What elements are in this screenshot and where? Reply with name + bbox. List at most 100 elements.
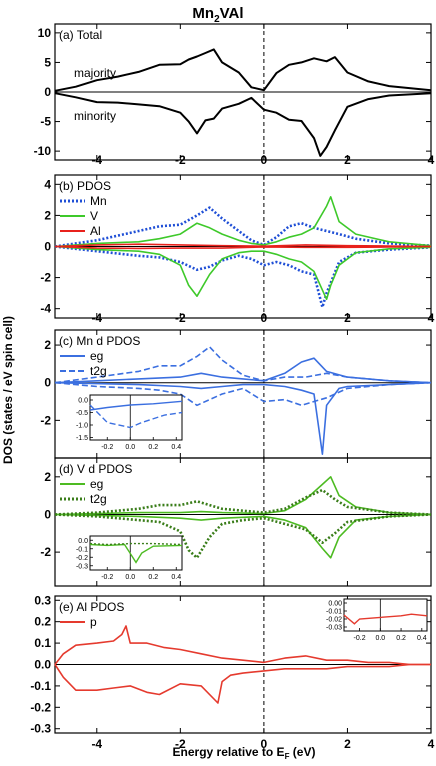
series-line-mn-down	[54, 245, 432, 309]
y-tick-label: -2	[40, 413, 51, 427]
y-axis-label: DOS (states / eV spin cell)	[1, 316, 15, 464]
panel-label: (c) Mn d PDOS	[59, 334, 140, 348]
inset-2: -0.2 0.0 0.2 0.4 0.0 -0.5 -1.0 -1.5	[76, 394, 183, 451]
inset-x-tick-label: 0.2	[396, 635, 406, 642]
y-tick-label: 0	[44, 240, 51, 254]
series-line-v-up	[54, 196, 432, 248]
y-tick-label: -5	[40, 115, 51, 129]
legend-label-mn: Mn	[90, 194, 107, 208]
x-tick-label: 2	[344, 153, 351, 167]
annotation-majority: majority	[74, 66, 116, 80]
x-axis-label-sub: F	[285, 752, 290, 761]
inset-frame	[89, 394, 183, 441]
figure-title-main: Mn	[192, 5, 214, 22]
inset-x-tick-label: 0.0	[375, 635, 385, 642]
series-line-al-up	[54, 243, 432, 248]
y-tick-label: -2	[40, 271, 51, 285]
series-line-t2g-down	[54, 381, 432, 407]
series-line-eg-up	[54, 475, 432, 516]
inset-x-tick-label: -0.2	[101, 444, 113, 451]
series-line-p-down	[54, 663, 431, 704]
panels: -4 -2 0 2 4 10 5 0 -5 -10 (a) Total majority minorit…	[30, 23, 435, 751]
inset-series-p	[343, 613, 428, 625]
x-tick-label: 4	[428, 737, 435, 751]
inset-y-tick-label: -0.03	[326, 625, 342, 632]
legend-label-p: p	[90, 615, 97, 629]
x-tick-label: -2	[175, 311, 186, 325]
inset-y-tick-label: -0.1	[76, 546, 88, 553]
x-tick-label: 0	[261, 311, 268, 325]
y-tick-label: 5	[44, 55, 51, 69]
inset-y-tick-label: 0.0	[78, 398, 88, 405]
inset-x-tick-label: 0.2	[148, 444, 158, 451]
x-tick-label: -2	[175, 737, 186, 751]
y-tick-label: 0	[44, 376, 51, 390]
y-tick-label: 2	[44, 470, 51, 484]
series-line-t2g-down	[54, 513, 432, 560]
x-tick-label: 4	[428, 311, 435, 325]
x-axis-label: Energy relative to EF (eV)	[173, 745, 316, 761]
x-axis-label-main: Energy relative to E	[173, 745, 285, 759]
figure-title-sub: 2	[214, 14, 220, 25]
y-tick-label: 2	[44, 338, 51, 352]
inset-series-eg	[89, 543, 183, 564]
panel-label: (e) Al PDOS	[59, 600, 124, 614]
inset-x-tick-label: -0.2	[354, 635, 366, 642]
series-line-eg-up	[54, 357, 432, 384]
series-line-p-up	[54, 625, 431, 666]
figure-title-rest: VAl	[220, 5, 244, 22]
y-tick-label: -10	[34, 144, 52, 158]
x-tick-label: -2	[175, 153, 186, 167]
y-tick-label: 0.2	[34, 615, 51, 629]
x-tick-label: 0	[261, 737, 268, 751]
inset-y-tick-label: 0.0	[78, 538, 88, 545]
series-line-total-down	[54, 92, 432, 157]
inset-x-tick-label: -0.2	[101, 574, 113, 581]
series-line-t2g-up	[54, 346, 432, 384]
y-tick-label: 0.3	[34, 593, 51, 607]
y-tick-label: 0	[44, 507, 51, 521]
x-tick-label: 2	[344, 737, 351, 751]
series-line-al-down	[54, 245, 432, 250]
y-tick-label: -0.3	[30, 722, 51, 736]
panel-label: (d) V d PDOS	[59, 462, 132, 476]
series-line-v-down	[54, 245, 432, 301]
inset-4: -0.2 0.0 0.2 0.4 0.00-0.01-0.02-0.03	[326, 598, 428, 642]
x-tick-label: 2	[344, 311, 351, 325]
x-tick-label: 0	[261, 153, 268, 167]
inset-3: -0.2 0.0 0.2 0.40.0-0.1-0.2-0.3	[76, 535, 183, 581]
panel-label: (a) Total	[59, 28, 102, 42]
panel-0: -4 -2 0 2 4 10 5 0 -5 -10 (a) Total majority minorit…	[34, 23, 435, 167]
panel-label: (b) PDOS	[59, 179, 111, 193]
y-tick-label: 0.1	[34, 636, 51, 650]
annotation-minority: minority	[74, 109, 116, 123]
inset-y-tick-label: -0.3	[76, 563, 88, 570]
series-line-t2g-up	[54, 488, 432, 516]
figure-title: Mn2VAl	[192, 5, 243, 25]
inset-y-tick-label: -1.0	[76, 423, 88, 430]
y-tick-label: -0.2	[30, 700, 51, 714]
y-tick-label: 10	[38, 26, 52, 40]
x-tick-label: -4	[91, 153, 102, 167]
inset-series-t2g	[89, 542, 183, 546]
y-tick-label: 4	[44, 177, 51, 191]
legend-label-eg: eg	[90, 477, 103, 491]
inset-y-tick-label: -1.5	[76, 435, 88, 442]
inset-x-tick-label: 0.4	[171, 444, 181, 451]
inset-x-tick-label: 0.0	[125, 574, 135, 581]
series-line-eg-down	[54, 381, 432, 456]
inset-y-tick-label: -0.5	[76, 410, 88, 417]
y-tick-label: -2	[40, 545, 51, 559]
inset-y-tick-label: 0.00	[328, 601, 342, 608]
legend-label-al: Al	[90, 224, 101, 238]
series-line-total-up	[54, 48, 432, 92]
legend-label-eg: eg	[90, 349, 103, 363]
y-tick-label: 0.0	[34, 658, 51, 672]
panel-4: -4 -2 0 2 4 0.3 0.2 0.1 0.0 -0.1 -0.2 -0.3 (e) Al PD…	[30, 593, 434, 751]
inset-frame	[89, 535, 183, 571]
inset-x-tick-label: 0.2	[148, 574, 158, 581]
inset-x-tick-label: 0.4	[171, 574, 181, 581]
inset-series-t2g	[89, 404, 183, 429]
